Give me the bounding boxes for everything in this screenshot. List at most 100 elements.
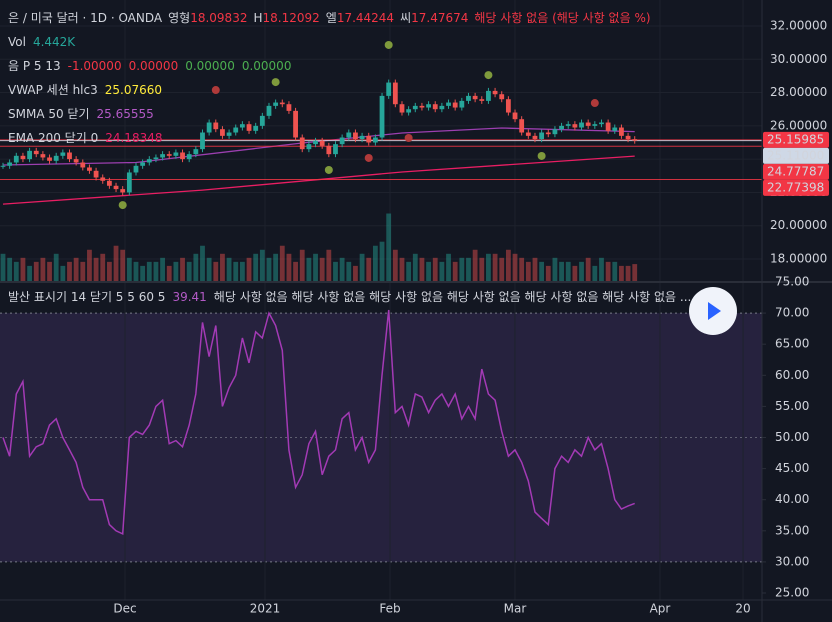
volume-bar: [399, 257, 405, 282]
candle: [239, 124, 245, 128]
candle: [246, 124, 252, 131]
volume-bar: [160, 257, 165, 282]
volume-bar: [246, 257, 252, 282]
legend-name: Vol: [8, 35, 26, 49]
volume-bar: [333, 261, 338, 282]
candle: [120, 189, 126, 193]
candle: [346, 132, 352, 138]
candle: [113, 185, 119, 190]
plot: [0, 40, 762, 536]
candle: [326, 145, 332, 155]
y-tick-label: 40.00: [775, 492, 809, 506]
legend-name: EMA 200 닫기 0: [8, 131, 98, 145]
volume-bar: [93, 257, 99, 282]
play-button[interactable]: [689, 287, 737, 335]
volume-bar: [505, 249, 511, 282]
candle: [579, 122, 584, 128]
volume-bar: [472, 249, 478, 282]
volume-bar: [166, 265, 172, 282]
price-tag-label: 25.11000: [767, 148, 824, 162]
candle: [499, 94, 505, 100]
volume-bar: [106, 261, 112, 282]
candle: [279, 102, 285, 105]
symbol: 은 / 미국 달러 · 1D · OANDA: [8, 11, 163, 25]
candle: [426, 104, 431, 108]
candle: [459, 100, 465, 108]
price-tag-label: 25.15985: [767, 132, 824, 146]
volume-bar: [67, 261, 72, 282]
legend-value: 0.00000: [185, 59, 235, 73]
volume-bar: [486, 253, 491, 282]
volume-bar: [120, 249, 126, 282]
volume-bar: [439, 261, 445, 282]
volume-bar: [372, 245, 378, 282]
quote: 영형: [168, 11, 190, 25]
candle: [372, 137, 378, 143]
volume-bar: [80, 261, 86, 282]
volume-bar: [565, 261, 571, 282]
candle: [13, 155, 19, 163]
volume-bar: [153, 261, 159, 282]
volume-bar: [619, 265, 624, 282]
legend-value: 0.00000: [242, 59, 292, 73]
candle: [592, 124, 598, 126]
price-tag: [763, 131, 829, 148]
legend-row: EMA 200 닫기 0 24.18348: [8, 131, 162, 145]
candle: [259, 115, 265, 126]
candle: [286, 104, 292, 111]
candle: [472, 95, 478, 100]
quote: 씨: [400, 11, 411, 25]
candle: [180, 152, 185, 160]
y-tick-label: 70.00: [775, 306, 809, 320]
legend-value: -1.00000: [68, 59, 122, 73]
candle: [0, 165, 6, 167]
x-tick-label: Mar: [504, 602, 527, 616]
candle: [532, 135, 538, 140]
candle: [539, 132, 545, 140]
volume-bar: [273, 253, 279, 282]
candle: [379, 95, 385, 138]
y-tick-label: 32.00000: [770, 18, 827, 32]
volume-bar: [605, 261, 611, 282]
candle: [572, 124, 578, 128]
candle: [213, 122, 219, 130]
candle: [193, 149, 199, 155]
volume-bar: [572, 265, 578, 282]
candle: [253, 125, 259, 131]
candle: [466, 95, 471, 101]
candle: [146, 159, 152, 163]
oscillator-line: [2, 309, 635, 536]
volume-bar: [220, 253, 225, 282]
pivot-dot: [484, 71, 493, 80]
candle: [512, 112, 518, 120]
pivot-dot: [211, 86, 220, 95]
candle: [306, 144, 312, 150]
candle: [140, 162, 146, 166]
candle: [73, 159, 79, 163]
candle: [505, 99, 511, 113]
candle: [446, 102, 451, 106]
volume-bar: [326, 249, 332, 282]
volume-bar: [539, 261, 545, 282]
play-icon[interactable]: [708, 302, 721, 320]
candle: [313, 140, 318, 145]
candle: [106, 180, 112, 186]
candle: [206, 122, 212, 133]
volume-bar: [459, 257, 465, 282]
volume-bar: [366, 257, 372, 282]
quote: 17.47674: [411, 11, 468, 25]
volume-bar: [406, 261, 412, 282]
candle: [53, 155, 59, 161]
candle: [525, 132, 531, 136]
x-tick-label: Apr: [650, 602, 671, 616]
volume-bar: [592, 265, 598, 282]
legend-value: 25.65555: [97, 107, 154, 121]
candle: [173, 152, 179, 156]
volume-bar: [133, 261, 139, 282]
volume-bar: [126, 257, 132, 282]
volume-bar: [253, 253, 259, 282]
volume-bar: [173, 261, 179, 282]
candle: [552, 129, 558, 135]
candle: [47, 157, 52, 161]
